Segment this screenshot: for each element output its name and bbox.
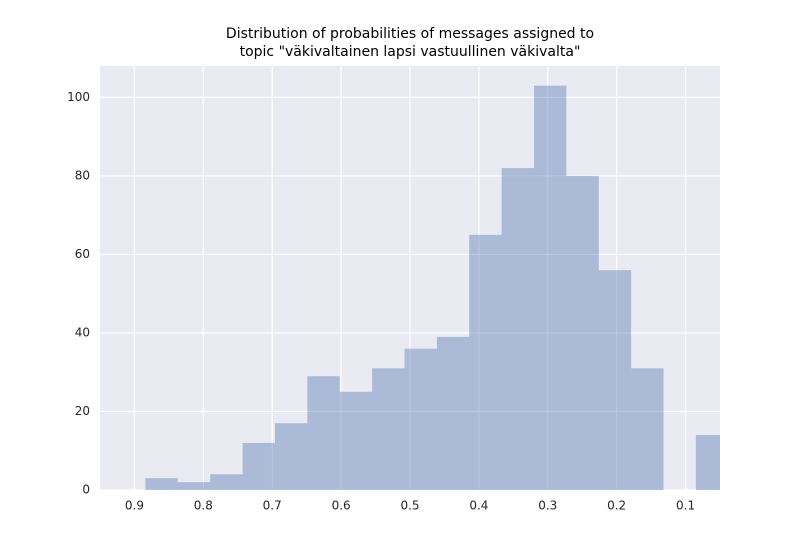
x-tick-label: 0.7 <box>263 499 282 513</box>
bars <box>145 85 720 490</box>
x-tick-label: 0.9 <box>125 499 144 513</box>
y-tick-label: 20 <box>75 404 90 418</box>
bar <box>566 175 599 490</box>
x-tick-label: 0.5 <box>400 499 419 513</box>
grid <box>100 66 720 491</box>
bar <box>274 423 308 490</box>
bar <box>436 336 470 490</box>
bar <box>339 391 373 490</box>
y-tick-label: 80 <box>75 168 90 182</box>
chart-title: topic "väkivaltainen lapsi vastuullinen … <box>240 44 581 60</box>
y-tick-label: 100 <box>67 90 90 104</box>
chart-title: Distribution of probabilities of message… <box>226 26 594 42</box>
bar <box>372 368 405 490</box>
bar <box>145 478 178 490</box>
bar <box>469 234 502 490</box>
x-tick-label: 0.2 <box>607 499 626 513</box>
y-tick-label: 0 <box>82 483 90 497</box>
x-tick-label: 0.1 <box>676 499 695 513</box>
bar <box>598 270 632 490</box>
y-tick-label: 60 <box>75 247 90 261</box>
bar <box>631 368 664 490</box>
x-tick-label: 0.6 <box>332 499 351 513</box>
bar <box>242 442 275 490</box>
bar <box>534 85 567 490</box>
x-tick-label: 0.3 <box>538 499 557 513</box>
bar <box>307 376 340 490</box>
bar <box>210 474 243 490</box>
x-tick-label: 0.8 <box>194 499 213 513</box>
bar <box>695 435 720 490</box>
y-tick-label: 40 <box>75 325 90 339</box>
bar <box>501 168 534 490</box>
bar <box>177 482 211 490</box>
bar <box>404 348 437 490</box>
x-tick-label: 0.4 <box>469 499 488 513</box>
